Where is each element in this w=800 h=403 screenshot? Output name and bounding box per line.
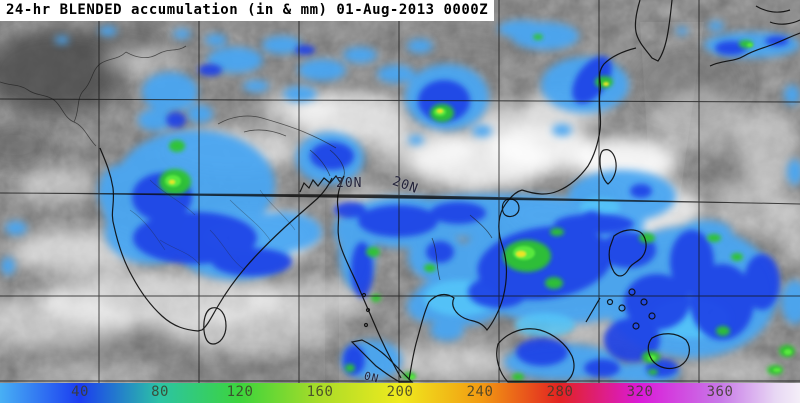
colorbar-value: 200 xyxy=(386,384,414,400)
precip-green-layer xyxy=(159,34,795,381)
precip-intense-layer xyxy=(165,43,792,379)
graticule xyxy=(0,0,800,383)
title-bar: 24-hr BLENDED accumulation (in & mm) 01-… xyxy=(0,0,495,21)
colorbar-value: 80 xyxy=(151,384,169,400)
colorbar-value: 120 xyxy=(226,384,254,400)
latitude-label-20n: 20N xyxy=(336,176,363,191)
title-text: 24-hr BLENDED accumulation (in & mm) 01-… xyxy=(6,2,489,18)
borders xyxy=(0,45,493,281)
state-borders xyxy=(129,179,296,271)
colorbar-value: 240 xyxy=(466,384,494,400)
colorbar-value: 40 xyxy=(71,384,89,400)
colorbar: 40 80 120 160 200 240 280 320 360 xyxy=(0,383,800,403)
colorbar-value: 160 xyxy=(306,384,334,400)
colorbar-value: 360 xyxy=(706,384,734,400)
colorbar-value: 280 xyxy=(546,384,574,400)
colorbar-value: 320 xyxy=(626,384,654,400)
